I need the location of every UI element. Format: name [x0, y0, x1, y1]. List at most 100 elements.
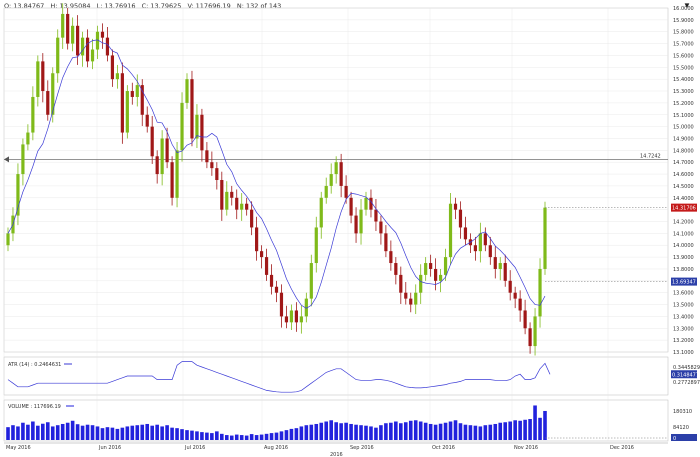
candle-body [409, 298, 413, 305]
volume-bar [478, 426, 483, 440]
volume-bar [205, 432, 209, 440]
candle-body [289, 310, 294, 323]
candle-body [46, 91, 50, 115]
volume-bar [458, 423, 463, 440]
candle-body [190, 79, 194, 139]
volume-bar [309, 424, 314, 440]
volume-bar [408, 420, 413, 440]
volume-bar [165, 425, 169, 440]
y-tick-label: 13.9000 [673, 255, 694, 261]
candle-body [543, 207, 547, 269]
volume-bar [349, 423, 353, 440]
candle-body [344, 185, 348, 198]
volume-bar [498, 422, 503, 440]
volume-bar [175, 428, 179, 440]
volume-bar [125, 426, 130, 440]
x-tick-label: Jun 2016 [98, 445, 121, 451]
candle-body [185, 79, 189, 103]
volume-bar [369, 426, 373, 440]
y-tick-label: 13.8000 [673, 267, 694, 273]
y-tick-label: 15.2000 [673, 101, 694, 107]
candle-body [284, 316, 289, 323]
candle-body [140, 85, 144, 115]
volume-bar [413, 420, 418, 440]
volume-bar [284, 430, 289, 440]
volume-bar [11, 425, 15, 440]
volume-bar [473, 425, 478, 440]
volume-bar [160, 426, 164, 440]
candle-body [90, 49, 95, 62]
volume-bar [36, 425, 40, 440]
candle-body [205, 150, 209, 163]
candle-body [110, 55, 115, 80]
volume-bar [428, 423, 433, 440]
volume-bar [135, 425, 140, 440]
x-tick-label: May 2016 [6, 445, 31, 451]
ohlc-header: O: 13.84767 H: 13.95084 L: 13.76916 C: 1… [4, 2, 285, 10]
volume-bar [26, 424, 30, 440]
candle-body [165, 138, 169, 163]
volume-bar [115, 428, 120, 440]
open-value: O: 13.84767 [4, 2, 45, 10]
reference-line-label: 14.7242 [640, 153, 661, 159]
volume-label: VOLUME : 117696.19 [8, 404, 61, 410]
year-label: 2016 [330, 452, 343, 457]
volume-bar [379, 425, 383, 440]
candle-body [145, 114, 149, 127]
candle-body [41, 61, 45, 92]
volume-bar [389, 422, 393, 440]
ma-value-box [671, 277, 697, 286]
volume-bar [21, 422, 25, 440]
volume-bar [259, 434, 264, 440]
y-tick-label: 14.2000 [673, 220, 694, 226]
y-tick-label: 14.9000 [673, 136, 694, 142]
volume-bar [508, 421, 512, 440]
volume-zero-label: 0 [673, 436, 676, 442]
candle-body [230, 191, 234, 198]
candle-body [478, 233, 482, 252]
candle-body [125, 91, 129, 133]
volume-bar [319, 422, 324, 440]
volume-bar [190, 430, 194, 440]
candle-body [85, 37, 90, 62]
candle-body [76, 25, 80, 56]
y-tick-label: 16.0000 [673, 6, 694, 12]
volume-bar [329, 420, 333, 440]
x-tick-label: Dec 2016 [610, 445, 634, 451]
candle-body [274, 286, 279, 293]
volume-bar [533, 405, 537, 440]
volume-bar [95, 426, 100, 440]
candle-body [424, 263, 428, 275]
volume-bar [140, 424, 145, 440]
candle-body [429, 263, 433, 269]
volume-bar [239, 435, 244, 440]
close-value: C: 13.79625 [141, 2, 182, 10]
candle-body [16, 174, 20, 216]
x-tick-label: Sep 2016 [350, 445, 374, 451]
candle-body [498, 263, 502, 269]
volume-value: V: 117696.19 [187, 2, 231, 10]
volume-bar [528, 419, 532, 440]
volume-bar [269, 433, 274, 440]
candle-body [160, 138, 164, 175]
candle-body [339, 162, 343, 186]
candle-body [304, 298, 308, 317]
volume-tick-label: 84120 [673, 425, 689, 431]
y-tick-label: 13.4000 [673, 314, 694, 320]
volume-bar [41, 423, 45, 440]
triangle-down-icon[interactable]: ▼ [683, 1, 691, 10]
candle-body [21, 144, 25, 175]
candle-body [299, 316, 303, 323]
volume-bar [100, 428, 105, 440]
volume-bar [394, 421, 398, 440]
y-tick-label: 13.6000 [673, 291, 694, 297]
bar-count: N: 132 of 143 [236, 2, 282, 10]
volume-bar [195, 431, 199, 440]
volume-bar [16, 426, 20, 440]
atr-value-label: 0.3148477 [672, 372, 699, 378]
volume-bar [279, 431, 284, 440]
volume-bar [433, 424, 438, 440]
candle-body [523, 310, 527, 329]
volume-bar [274, 432, 279, 440]
